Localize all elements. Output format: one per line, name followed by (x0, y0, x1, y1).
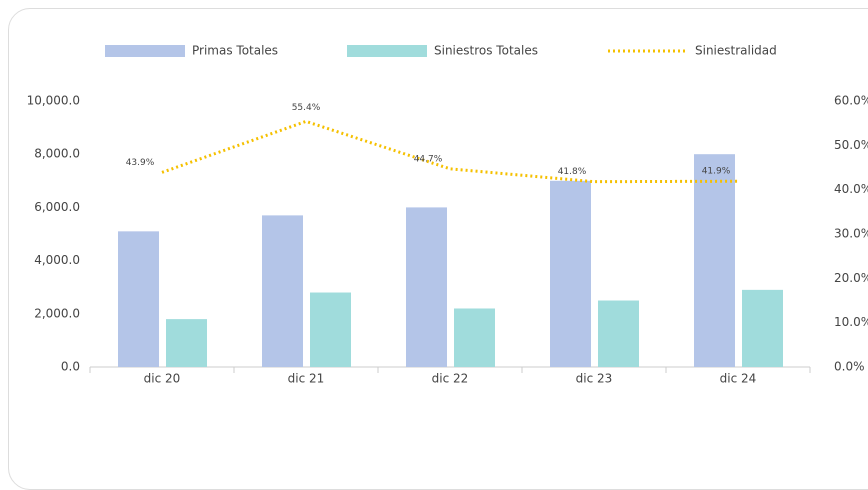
legend-label: Siniestros Totales (434, 44, 538, 58)
legend-label: Primas Totales (192, 44, 278, 58)
x-tick-label: dic 20 (144, 372, 181, 386)
data-label: 41.9% (702, 167, 731, 177)
bar (550, 180, 591, 367)
bar (406, 207, 447, 367)
x-tick-label: dic 21 (288, 372, 325, 386)
bar (118, 231, 159, 367)
y-tick-label: 8,000.0 (34, 147, 80, 161)
x-tick-label: dic 22 (432, 372, 469, 386)
bar (742, 289, 783, 367)
bar (310, 292, 351, 367)
data-label: 55.4% (292, 103, 321, 113)
y2-tick-label: 60.0% (834, 94, 868, 108)
y2-tick-label: 10.0% (834, 315, 868, 329)
y2-tick-label: 50.0% (834, 138, 868, 152)
bar (694, 154, 735, 367)
legend-label: Siniestralidad (695, 44, 777, 58)
y2-tick-label: 20.0% (834, 271, 868, 285)
bar (166, 319, 207, 367)
data-label: 44.7% (414, 154, 443, 164)
y-tick-label: 0.0 (61, 360, 80, 374)
x-tick-label: dic 24 (720, 372, 757, 386)
y2-tick-label: 0.0% (834, 360, 865, 374)
legend-swatch (105, 45, 185, 57)
y-tick-label: 10,000.0 (27, 94, 80, 108)
bar (454, 308, 495, 367)
data-label: 43.9% (126, 158, 155, 168)
x-tick-label: dic 23 (576, 372, 613, 386)
y-tick-label: 6,000.0 (34, 200, 80, 214)
y-tick-label: 2,000.0 (34, 306, 80, 320)
chart: 0.0 2,000.0 4,000.0 6,000.0 8,000.0 10,000.0 0… (27, 44, 868, 386)
y-tick-label: 4,000.0 (34, 253, 80, 267)
bar (262, 215, 303, 367)
data-label: 41.8% (558, 167, 587, 177)
bar (598, 300, 639, 367)
legend-swatch (347, 45, 427, 57)
y2-tick-label: 40.0% (834, 182, 868, 196)
line (161, 119, 739, 184)
y2-tick-label: 30.0% (834, 227, 868, 241)
